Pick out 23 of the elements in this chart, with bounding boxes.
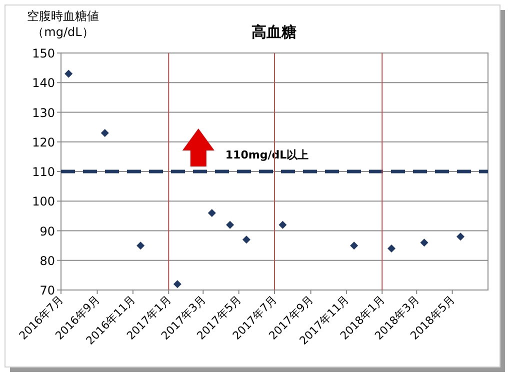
- point: [242, 236, 250, 244]
- y-tick-label: 100: [32, 194, 55, 209]
- point: [136, 242, 145, 250]
- point: [173, 280, 182, 288]
- y-axis-title: 空腹時血糖値（mg/dL）: [26, 8, 100, 40]
- y-tick-label: 150: [32, 46, 55, 60]
- point: [100, 128, 109, 137]
- y-tick-label: 70: [40, 284, 55, 298]
- point: [208, 208, 216, 217]
- point: [387, 244, 396, 253]
- chart-title: 高血糖: [252, 23, 296, 41]
- y-tick-label: 120: [32, 135, 55, 150]
- y-tick-label: 140: [32, 76, 55, 90]
- point: [64, 70, 73, 78]
- y-tick-label: 110: [32, 165, 55, 179]
- point: [350, 242, 358, 250]
- y-tick-label: 80: [40, 254, 55, 268]
- point: [456, 232, 465, 241]
- point: [226, 220, 234, 229]
- y-tick-label: 130: [32, 106, 55, 120]
- point: [278, 220, 287, 229]
- y-tick-label: 90: [40, 224, 55, 238]
- point: [420, 238, 428, 247]
